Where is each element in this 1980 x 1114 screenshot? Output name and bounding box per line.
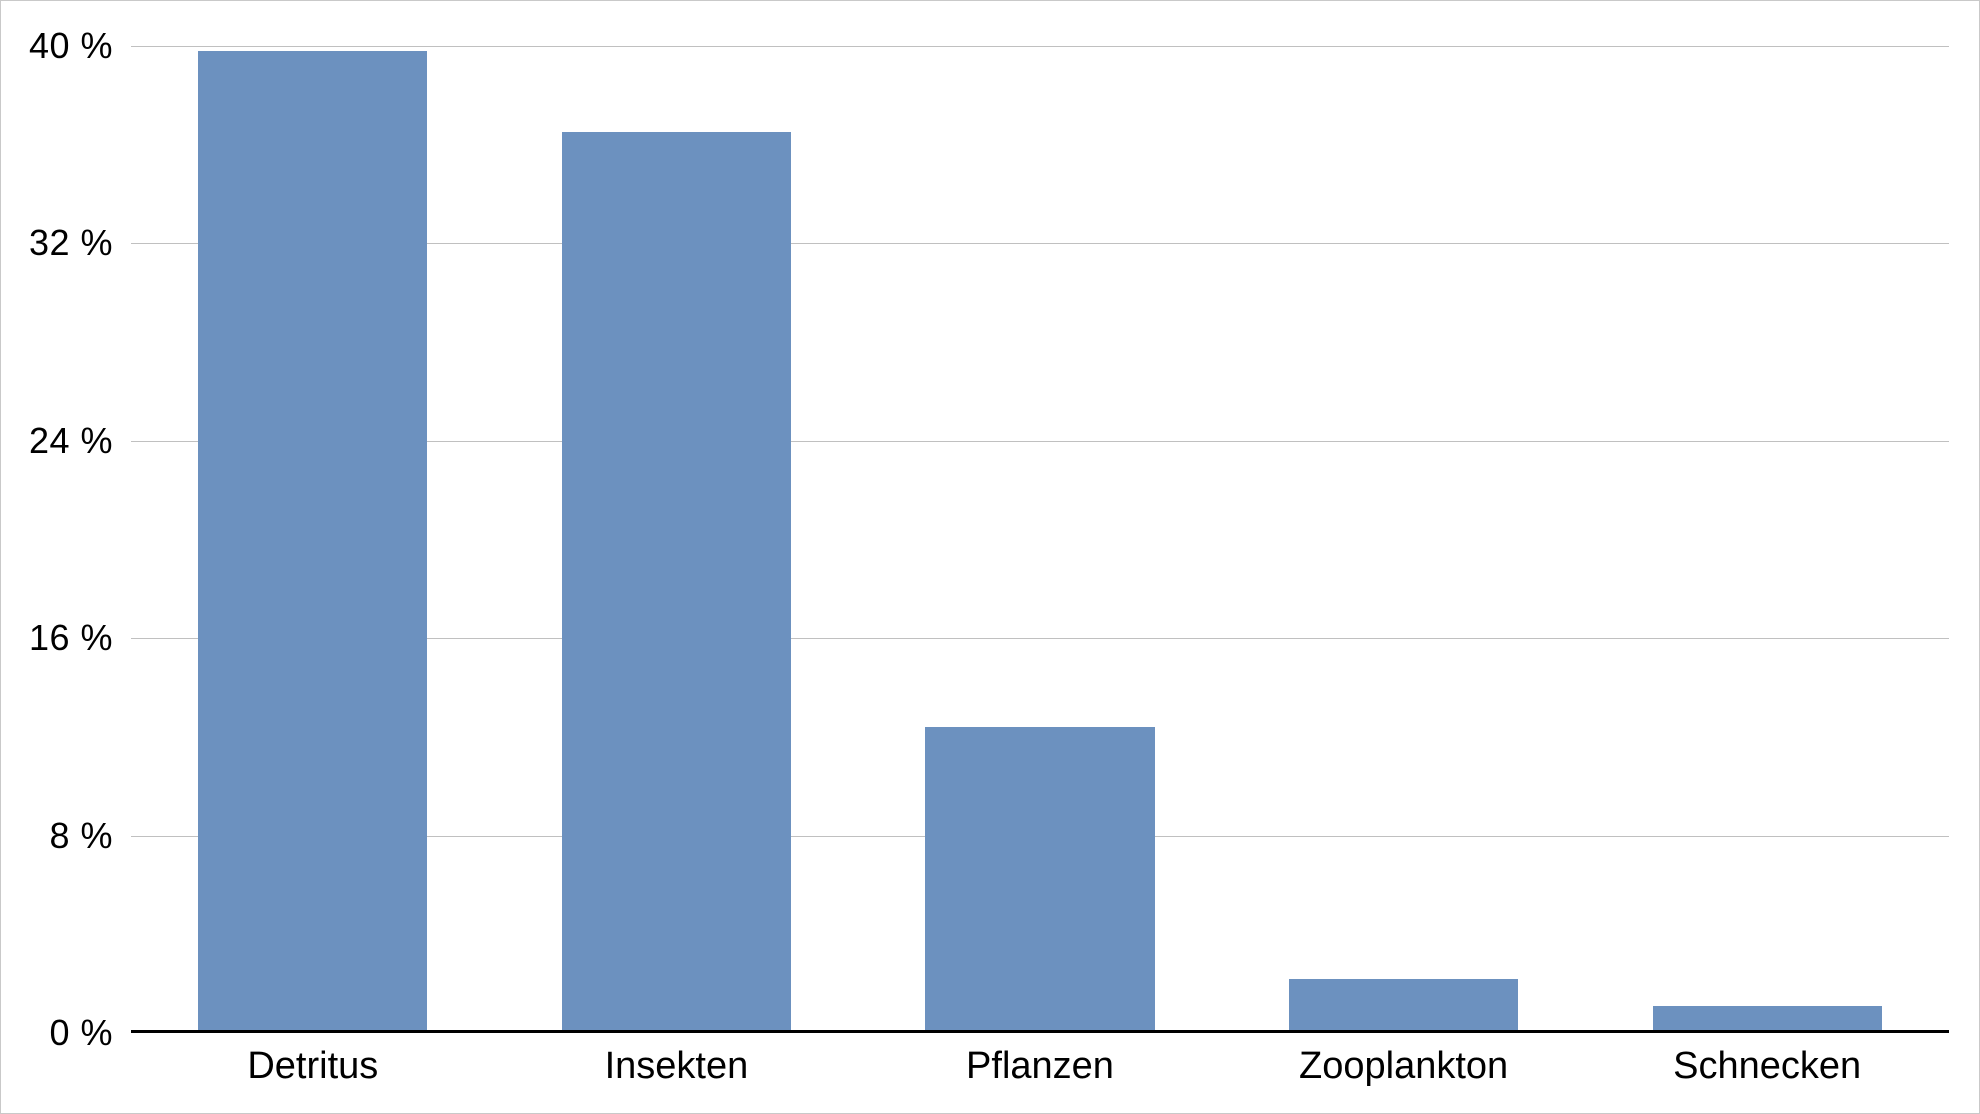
- bar-slot: [858, 21, 1222, 1033]
- bar: [925, 727, 1154, 1033]
- y-tick-label: 0 %: [49, 1012, 113, 1054]
- bar-slot: [131, 21, 495, 1033]
- x-tick-label: Zooplankton: [1299, 1045, 1508, 1088]
- y-tick-label: 8 %: [49, 815, 113, 857]
- chart-container: 0 % 8 % 16 % 24 % 32 % 40 % Detritus Insekten Pf…: [0, 0, 1980, 1114]
- bar: [562, 132, 791, 1033]
- x-tick-label: Pflanzen: [966, 1045, 1114, 1088]
- bar: [1289, 979, 1518, 1033]
- bars-layer: [131, 21, 1949, 1033]
- y-tick-label: 16 %: [29, 617, 113, 659]
- bar-slot: [495, 21, 859, 1033]
- y-tick-label: 40 %: [29, 25, 113, 67]
- bar: [198, 51, 427, 1033]
- x-tick-label: Schnecken: [1673, 1045, 1861, 1088]
- x-tick-label: Insekten: [605, 1045, 749, 1088]
- bar-slot: [1585, 21, 1949, 1033]
- x-tick-label: Detritus: [247, 1045, 378, 1088]
- y-tick-label: 32 %: [29, 222, 113, 264]
- bar-slot: [1222, 21, 1586, 1033]
- y-tick-label: 24 %: [29, 420, 113, 462]
- bar: [1653, 1006, 1882, 1033]
- plot-area: 0 %8 %16 %24 %32 %40 %DetritusInsektenPf…: [131, 21, 1949, 1033]
- x-axis-line: [131, 1030, 1949, 1033]
